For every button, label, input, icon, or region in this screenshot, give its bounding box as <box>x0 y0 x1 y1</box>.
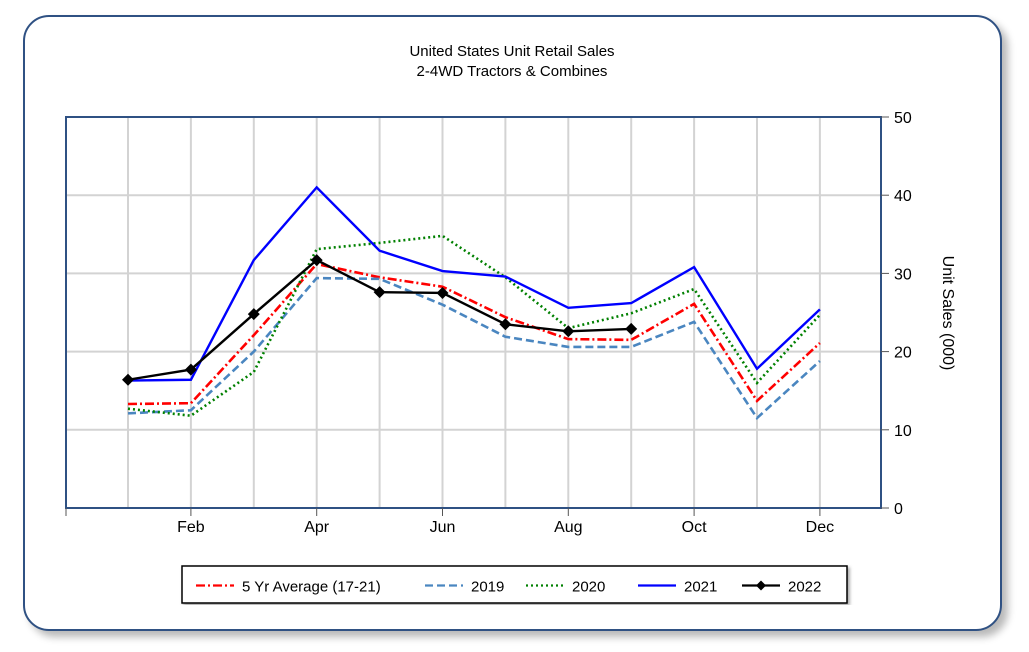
series-line-5-yr-average-17-21 <box>127 262 821 406</box>
gridlines <box>66 117 881 508</box>
chart-title: United States Unit Retail Sales <box>409 43 614 60</box>
data-point-marker <box>247 308 260 321</box>
x-tick-label: Dec <box>806 519 834 536</box>
x-tick-label: Apr <box>304 519 330 536</box>
legend-label: 2021 <box>684 579 717 596</box>
plot-area <box>65 116 882 509</box>
legend-label: 2022 <box>788 579 821 596</box>
data-point-marker <box>310 254 323 267</box>
data-point-marker <box>562 325 575 338</box>
series-line-2021 <box>127 185 821 382</box>
axes: 0 10 20 30 40 50 Feb Apr Jun Aug Oct Dec <box>65 110 912 536</box>
y-tick-label: 20 <box>894 345 912 362</box>
legend-box <box>181 565 848 604</box>
x-tick-label: Feb <box>177 519 205 536</box>
data-point-marker <box>373 286 386 299</box>
data-point-marker <box>436 286 449 299</box>
legend-label: 2019 <box>471 579 504 596</box>
y-tick-label: 0 <box>894 501 903 518</box>
data-point-marker <box>625 322 638 335</box>
legend-label: 5 Yr Average (17-21) <box>242 579 381 596</box>
y-tick-label: 30 <box>894 266 912 283</box>
x-tick-label: Jun <box>430 519 456 536</box>
series-layer <box>122 185 821 421</box>
chart-subtitle: 2-4WD Tractors & Combines <box>417 63 608 80</box>
legend: 5 Yr Average (17-21) 2019 2020 2021 2022 <box>181 565 848 604</box>
legend-marker <box>756 580 766 591</box>
y-tick-label: 40 <box>894 188 912 205</box>
y-tick-label: 50 <box>894 110 912 127</box>
x-tick-label: Aug <box>554 519 582 536</box>
series-line-2020 <box>127 234 821 418</box>
data-point-marker <box>499 318 512 331</box>
x-tick-label: Oct <box>682 519 707 536</box>
data-point-marker <box>122 373 134 386</box>
data-point-marker <box>184 363 197 376</box>
series-line-2019 <box>127 276 821 421</box>
y-tick-label: 10 <box>894 423 912 440</box>
legend-label: 2020 <box>572 579 605 596</box>
y-axis-label: Unit Sales (000) <box>939 256 956 371</box>
